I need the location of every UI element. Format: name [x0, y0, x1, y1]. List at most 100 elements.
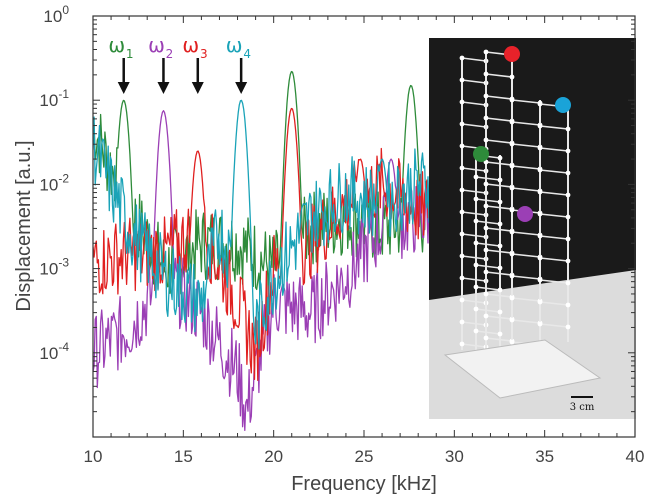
- y-axis-label: Displacement [a.u.]: [13, 140, 35, 311]
- lattice-node: [459, 143, 465, 149]
- lattice-node: [565, 302, 571, 308]
- omega-label-2: ω: [148, 33, 165, 57]
- lattice-node: [459, 319, 465, 325]
- inset-markers: [473, 46, 571, 222]
- lattice-beam: [511, 187, 541, 192]
- omega-subscript-4: 4: [243, 47, 251, 61]
- lattice-beam: [475, 264, 501, 269]
- inset-marker-3: [473, 146, 489, 162]
- lattice-node: [497, 199, 503, 205]
- lattice-beam: [539, 279, 569, 284]
- lattice-node: [537, 299, 543, 305]
- y-tick-label: 10-1: [39, 87, 69, 110]
- lattice-beam: [511, 143, 541, 148]
- lattice-photo-inset: 3 cm: [429, 38, 636, 419]
- lattice-node: [459, 165, 465, 171]
- lattice-beam: [511, 121, 541, 126]
- lattice-node: [459, 209, 465, 215]
- lattice-beam: [511, 231, 541, 236]
- lattice-node: [483, 181, 489, 187]
- lattice-beam: [539, 301, 569, 306]
- lattice-node: [459, 121, 465, 127]
- inset-marker-1: [504, 46, 520, 62]
- lattice-node: [537, 167, 543, 173]
- x-tick-label: 10: [84, 447, 103, 466]
- lattice-beam: [461, 255, 487, 260]
- lattice-beam: [511, 165, 541, 170]
- lattice-node: [537, 189, 543, 195]
- lattice-node: [565, 324, 571, 330]
- lattice-node: [473, 196, 479, 202]
- x-axis-label: Frequency [kHz]: [291, 473, 437, 495]
- lattice-beam: [461, 79, 487, 84]
- lattice-node: [497, 221, 503, 227]
- lattice-node: [459, 231, 465, 237]
- y-tick-label: 10-4: [39, 340, 69, 363]
- lattice-node: [509, 317, 515, 323]
- lattice-node: [459, 187, 465, 193]
- lattice-beam: [511, 319, 541, 324]
- lattice-node: [537, 123, 543, 129]
- lattice-beam: [475, 308, 501, 313]
- lattice-node: [473, 328, 479, 334]
- y-tick-label: 100: [43, 3, 69, 26]
- lattice-node: [473, 218, 479, 224]
- lattice-beam: [461, 299, 487, 304]
- lattice-beam: [485, 73, 513, 78]
- lattice-beam: [485, 117, 513, 122]
- lattice-beam: [539, 235, 569, 240]
- lattice-beam: [461, 277, 487, 282]
- lattice-node: [483, 291, 489, 297]
- lattice-node: [483, 203, 489, 209]
- lattice-node: [497, 287, 503, 293]
- lattice-node: [473, 174, 479, 180]
- scalebar-label: 3 cm: [570, 402, 595, 413]
- peak-arrow-head: [157, 82, 170, 94]
- x-tick-label: 20: [264, 447, 283, 466]
- omega-subscript-2: 2: [166, 47, 174, 61]
- lattice-beam: [475, 286, 501, 291]
- lattice-node: [497, 177, 503, 183]
- lattice-node: [565, 148, 571, 154]
- lattice-node: [497, 309, 503, 315]
- ticks-layer: 10 15 20 25 30 35 40 10-4 10-3 10-2 10-1 100: [39, 3, 644, 466]
- peak-arrow-head: [235, 82, 248, 94]
- lattice-node: [459, 275, 465, 281]
- omega-label-1: ω: [108, 33, 125, 57]
- lattice-beam: [539, 125, 569, 130]
- lattice-beam: [539, 169, 569, 174]
- lattice-beam: [485, 139, 513, 144]
- x-tick-label: 30: [445, 447, 464, 466]
- inset-marker-4: [517, 206, 533, 222]
- x-tick-label: 25: [355, 447, 374, 466]
- lattice-node: [497, 265, 503, 271]
- lattice-beam: [511, 99, 541, 104]
- x-tick-label: 40: [626, 447, 645, 466]
- lattice-node: [509, 207, 515, 213]
- lattice-node: [537, 255, 543, 261]
- lattice-beam: [461, 57, 487, 62]
- lattice-beam: [461, 233, 487, 238]
- lattice-node: [565, 280, 571, 286]
- peak-arrow-head: [191, 82, 204, 94]
- lattice-node: [509, 229, 515, 235]
- lattice-node: [537, 277, 543, 283]
- lattice-node: [483, 335, 489, 341]
- lattice-beam: [485, 95, 513, 100]
- y-tick-label: 10-3: [39, 256, 69, 279]
- lattice-node: [565, 236, 571, 242]
- lattice-node: [483, 225, 489, 231]
- lattice-node: [565, 126, 571, 132]
- lattice-node: [483, 71, 489, 77]
- lattice-node: [509, 251, 515, 257]
- lattice-node: [537, 101, 543, 107]
- y-tick-label: 10-2: [39, 171, 69, 194]
- lattice-node: [509, 141, 515, 147]
- lattice-node: [509, 339, 515, 345]
- lattice-node: [497, 331, 503, 337]
- lattice-beam: [475, 220, 501, 225]
- lattice-node: [483, 115, 489, 121]
- lattice-node: [473, 306, 479, 312]
- lattice-node: [459, 341, 465, 347]
